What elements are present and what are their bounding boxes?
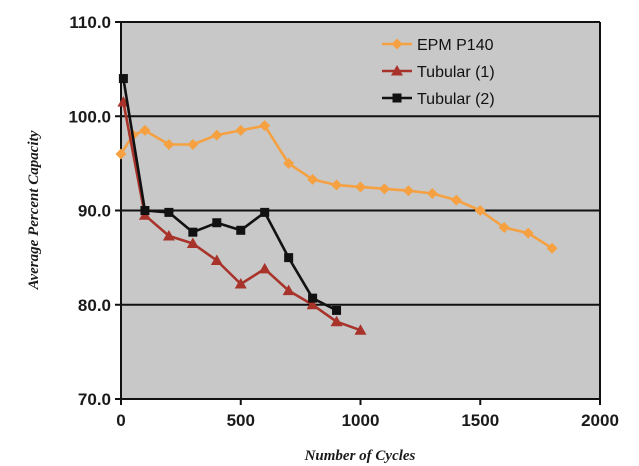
legend-item-tubular-2: Tubular (2) [382,91,495,108]
data-point-epm-p140 [474,205,486,216]
y-axis-title: Average Percent Capacity [26,130,42,290]
data-point-epm-p140 [235,124,247,136]
data-point-tubular-1 [234,278,247,289]
data-point-tubular-2 [140,206,150,215]
data-point-tubular-2 [284,253,294,263]
data-point-tubular-1 [282,284,295,296]
x-tick-label: 1500 [461,411,499,430]
x-tick-label: 2000 [581,411,619,430]
data-point-epm-p140 [259,120,271,132]
x-tick-label: 500 [227,411,255,430]
data-point-tubular-1 [162,229,175,241]
data-point-epm-p140 [139,124,151,136]
data-point-tubular-1 [306,298,319,310]
series-layer [115,74,558,335]
x-tick-label: 1000 [342,411,380,430]
data-point-epm-p140 [283,157,295,169]
data-point-epm-p140 [426,188,438,200]
data-point-epm-p140 [211,129,223,141]
legend-marker [391,38,403,50]
y-tick-label: 90.0 [78,202,111,221]
legend-label: Tubular (2) [417,91,495,108]
y-tick-label: 100.0 [68,107,111,126]
legend-label: Tubular (1) [417,64,495,81]
tick-labels: 70.0 80.0 90.0 100.0 110.0 0 500 1000 1500 2000 [68,13,618,430]
legend-label: EPM P140 [417,37,494,54]
data-point-tubular-2 [118,74,128,84]
data-point-epm-p140 [355,181,366,193]
y-tick-label: 70.0 [78,390,111,409]
data-point-epm-p140 [115,148,127,160]
series-line-tubular-2 [122,78,338,312]
data-point-tubular-1 [186,237,199,248]
data-point-epm-p140 [331,179,343,191]
legend-item-epm-p140: EPM P140 [382,37,494,54]
data-point-tubular-2 [212,218,222,228]
grid-lines [121,115,600,306]
data-point-epm-p140 [163,139,175,151]
data-point-epm-p140 [450,194,462,206]
data-point-epm-p140 [307,173,319,185]
data-point-tubular-2 [164,207,174,217]
data-point-epm-p140 [546,242,558,254]
data-point-tubular-1 [258,262,271,274]
data-point-epm-p140 [402,185,414,197]
data-point-tubular-2 [260,207,270,217]
data-point-epm-p140 [498,221,510,233]
legend-marker [392,93,402,103]
y-tick-label: 80.0 [78,296,111,315]
legend-marker [391,65,403,76]
data-point-epm-p140 [378,183,390,195]
data-point-tubular-1 [210,254,223,265]
data-point-epm-p140 [522,227,534,239]
legend: EPM P140 Tubular (1) Tubular (2) [382,37,495,108]
data-point-epm-p140 [187,139,199,151]
data-point-tubular-2 [236,225,246,235]
data-point-tubular-2 [308,293,318,303]
data-point-tubular-2 [332,305,342,315]
data-point-tubular-2 [188,227,198,237]
data-point-tubular-1 [330,315,343,327]
series-tubular-2 [118,74,342,315]
legend-item-tubular-1: Tubular (1) [382,64,495,81]
data-point-tubular-1 [354,324,367,335]
x-axis-title: Number of Cycles [304,448,416,464]
y-tick-label: 110.0 [69,13,111,32]
axes [115,21,601,405]
x-tick-label: 0 [116,411,125,430]
